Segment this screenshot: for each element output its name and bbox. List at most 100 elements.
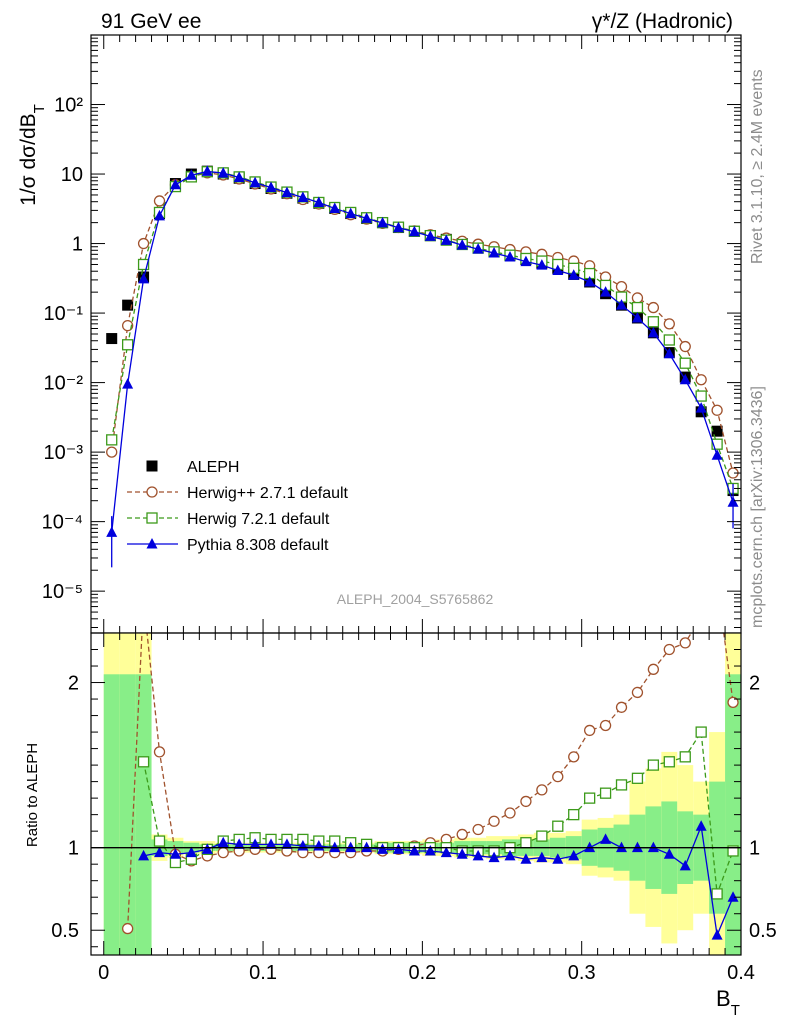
- ratio-y-tick-label: 2: [68, 673, 79, 695]
- data-point: [647, 663, 660, 675]
- header-right-label: γ*/Z (Hadronic): [592, 10, 733, 33]
- series-line: [111, 171, 734, 489]
- series-herwig: [106, 166, 739, 495]
- main-y-tick-label: 10: [61, 164, 83, 186]
- data-point: [584, 841, 596, 853]
- data-point: [631, 301, 644, 314]
- data-point: [456, 828, 468, 841]
- rivet-version-label: Rivet 3.1.10, ≥ 2.4M events: [749, 69, 766, 264]
- data-point: [695, 726, 707, 738]
- data-point: [504, 807, 516, 819]
- ratio-y-tick-label-right: 1: [749, 838, 760, 860]
- data-point: [217, 846, 229, 859]
- data-point: [663, 848, 675, 859]
- data-point: [169, 178, 181, 190]
- data-point: [265, 181, 277, 193]
- data-point: [711, 929, 723, 940]
- main-y-tick-label: 10²: [54, 95, 83, 117]
- data-point: [695, 390, 707, 402]
- data-point: [169, 856, 182, 869]
- data-point: [711, 449, 723, 460]
- data-point: [329, 841, 341, 853]
- data-point: [631, 841, 643, 853]
- data-point: [154, 209, 166, 221]
- ratio-x-tick-label: 0.4: [727, 962, 755, 984]
- data-point: [504, 251, 516, 262]
- data-point: [313, 196, 325, 207]
- data-point: [711, 438, 723, 450]
- legend-label: Herwig 7.2.1 default: [187, 511, 330, 528]
- main-y-tick-label: 10⁻⁵: [42, 581, 83, 603]
- ratio-axes: 0.5 0.5 1 1 2 2 0 0.1 0.2 0.3 0.4: [51, 632, 777, 984]
- data-point: [377, 843, 389, 854]
- data-point: [488, 815, 500, 827]
- data-point: [121, 922, 134, 935]
- data-point: [440, 234, 452, 245]
- data-point: [600, 833, 612, 844]
- main-y-tick-label: 1: [72, 234, 83, 256]
- data-point: [615, 701, 628, 713]
- data-point: [679, 751, 691, 763]
- data-point: [249, 176, 261, 188]
- data-point: [488, 247, 500, 258]
- ratio-y-tick-label: 0.5: [51, 920, 79, 942]
- data-point: [504, 849, 516, 861]
- ratio-y-tick-label-right: 2: [749, 673, 760, 695]
- data-point: [600, 286, 612, 297]
- series-pythia: [106, 165, 739, 568]
- series-aleph: [106, 165, 739, 497]
- data-point: [599, 719, 612, 732]
- data-point: [217, 836, 229, 848]
- data-point: [631, 686, 644, 699]
- data-point: [679, 357, 691, 369]
- data-point: [201, 165, 213, 176]
- ratio-y-tick-label: 1: [68, 838, 79, 860]
- main-y-axis-label: 1/σ dσ/dBT: [17, 104, 48, 206]
- data-point: [695, 402, 707, 413]
- inner-band-segment: [103, 674, 120, 955]
- data-point: [679, 637, 691, 649]
- data-point: [520, 795, 532, 808]
- data-point: [695, 820, 707, 831]
- data-point: [663, 347, 675, 359]
- data-point: [663, 756, 675, 768]
- main-axes: 10⁻⁵ 10⁻⁴ 10⁻³ 10⁻² 10⁻¹ 1 10 10²: [42, 34, 742, 634]
- data-point: [169, 848, 181, 859]
- legend-label: ALEPH: [187, 459, 239, 476]
- data-point: [647, 326, 659, 338]
- legend: ALEPH Herwig++ 2.7.1 default Herwig 7.2.1 …: [127, 459, 349, 554]
- data-point: [647, 301, 660, 314]
- main-series-layer: [106, 165, 739, 568]
- data-point: [233, 838, 245, 849]
- inner-band-segment: [119, 674, 136, 955]
- series-line: [111, 170, 734, 533]
- mcplots-reference-label: mcplots.cern.ch [arXiv:1306.3436]: [749, 386, 766, 628]
- data-point: [424, 844, 436, 856]
- data-point: [615, 779, 628, 791]
- data-point: [106, 434, 118, 446]
- data-point: [568, 269, 580, 280]
- data-point: [392, 221, 404, 233]
- data-point: [695, 374, 707, 386]
- inner-band-segment: [135, 674, 152, 955]
- data-point: [711, 404, 723, 416]
- data-point: [265, 838, 277, 849]
- data-point: [408, 225, 420, 237]
- data-point: [679, 859, 691, 871]
- data-point: [281, 838, 293, 849]
- analysis-id-label: ALEPH_2004_S5765862: [337, 591, 494, 607]
- ratio-frame: [90, 632, 742, 956]
- data-point: [185, 169, 197, 180]
- data-point: [727, 891, 739, 902]
- data-point: [552, 820, 564, 832]
- data-point: [138, 272, 150, 284]
- data-point: [392, 843, 404, 854]
- inner-band-segment: [725, 674, 741, 955]
- data-point: [727, 845, 739, 857]
- data-point: [647, 759, 660, 771]
- data-point: [616, 841, 628, 853]
- data-point: [536, 259, 548, 270]
- data-point: [361, 212, 373, 223]
- data-point: [663, 334, 675, 346]
- data-point: [536, 830, 548, 842]
